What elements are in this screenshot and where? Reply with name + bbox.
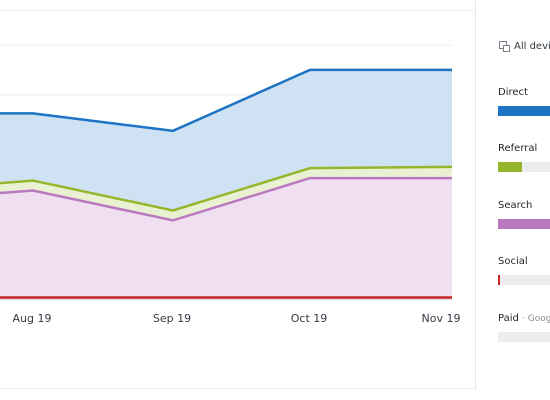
- panel-top-divider: [0, 10, 475, 11]
- legend-sublabel: Google: [527, 314, 550, 324]
- x-tick-label: Nov 19: [422, 312, 461, 325]
- legend-label: Direct: [498, 87, 528, 98]
- legend-bar-track: [498, 219, 550, 229]
- legend-item-search[interactable]: Search: [498, 200, 550, 229]
- series-line-search[interactable]: [0, 176, 452, 222]
- series-line-referral[interactable]: [0, 165, 453, 212]
- legend-item-paid[interactable]: Paid · Google: [498, 313, 550, 342]
- traffic-sources-sidebar: All devices Direct Referral Search Socia…: [476, 0, 550, 400]
- chart-panel: Aug 19 Sep 19 Oct 19 Nov 19: [0, 0, 476, 390]
- panel-bottom-divider: [0, 388, 475, 389]
- device-filter[interactable]: All devices: [498, 40, 550, 52]
- device-filter-label: All devices: [514, 40, 550, 52]
- area-direct: [0, 69, 452, 211]
- legend-label: Social: [498, 256, 528, 267]
- legend-bar-track: [498, 275, 550, 285]
- legend-bar-track: [498, 332, 550, 342]
- legend-bar-fill: [498, 219, 550, 229]
- legend-label: Paid: [498, 313, 519, 324]
- x-axis-ticks: Aug 19 Sep 19 Oct 19 Nov 19: [13, 312, 461, 325]
- x-tick-label: Oct 19: [291, 312, 328, 325]
- legend-label: Referral: [498, 143, 538, 154]
- legend-label: Search: [498, 200, 533, 211]
- devices-icon: [498, 40, 510, 52]
- chart-areas: [0, 69, 452, 300]
- traffic-area-chart: Aug 19 Sep 19 Oct 19 Nov 19: [0, 44, 461, 325]
- x-tick-label: Aug 19: [13, 312, 52, 325]
- series-line-direct[interactable]: [0, 68, 452, 133]
- legend-item-referral[interactable]: Referral: [498, 143, 550, 172]
- legend-item-social[interactable]: Social: [498, 256, 550, 285]
- legend-bar-fill: [498, 106, 550, 116]
- legend-bar-track: [498, 106, 550, 116]
- chart-lines: [0, 68, 453, 301]
- legend-item-direct[interactable]: Direct: [498, 87, 550, 116]
- x-tick-label: Sep 19: [153, 312, 191, 325]
- legend-bar-track: [498, 162, 550, 172]
- legend-bar-fill: [498, 162, 522, 172]
- legend-bar-fill: [498, 275, 501, 285]
